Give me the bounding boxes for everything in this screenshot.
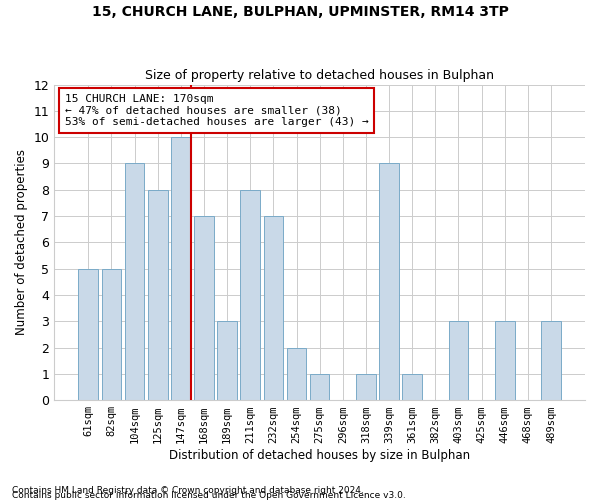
Title: Size of property relative to detached houses in Bulphan: Size of property relative to detached ho… [145, 69, 494, 82]
Bar [101, 268, 121, 400]
Text: Contains HM Land Registry data © Crown copyright and database right 2024.: Contains HM Land Registry data © Crown c… [12, 486, 364, 495]
X-axis label: Distribution of detached houses by size in Bulphan: Distribution of detached houses by size … [169, 450, 470, 462]
Text: 15, CHURCH LANE, BULPHAN, UPMINSTER, RM14 3TP: 15, CHURCH LANE, BULPHAN, UPMINSTER, RM1… [92, 5, 508, 19]
Bar [356, 374, 376, 400]
Bar [449, 322, 469, 400]
Bar [194, 216, 214, 400]
Bar [379, 164, 399, 400]
Bar [403, 374, 422, 400]
Bar [263, 216, 283, 400]
Bar [217, 322, 237, 400]
Bar [148, 190, 167, 400]
Bar [541, 322, 561, 400]
Text: 15 CHURCH LANE: 170sqm
← 47% of detached houses are smaller (38)
53% of semi-det: 15 CHURCH LANE: 170sqm ← 47% of detached… [65, 94, 368, 127]
Bar [287, 348, 307, 400]
Bar [125, 164, 145, 400]
Bar [241, 190, 260, 400]
Y-axis label: Number of detached properties: Number of detached properties [15, 150, 28, 336]
Text: Contains public sector information licensed under the Open Government Licence v3: Contains public sector information licen… [12, 491, 406, 500]
Bar [171, 137, 191, 400]
Bar [79, 268, 98, 400]
Bar [310, 374, 329, 400]
Bar [495, 322, 515, 400]
